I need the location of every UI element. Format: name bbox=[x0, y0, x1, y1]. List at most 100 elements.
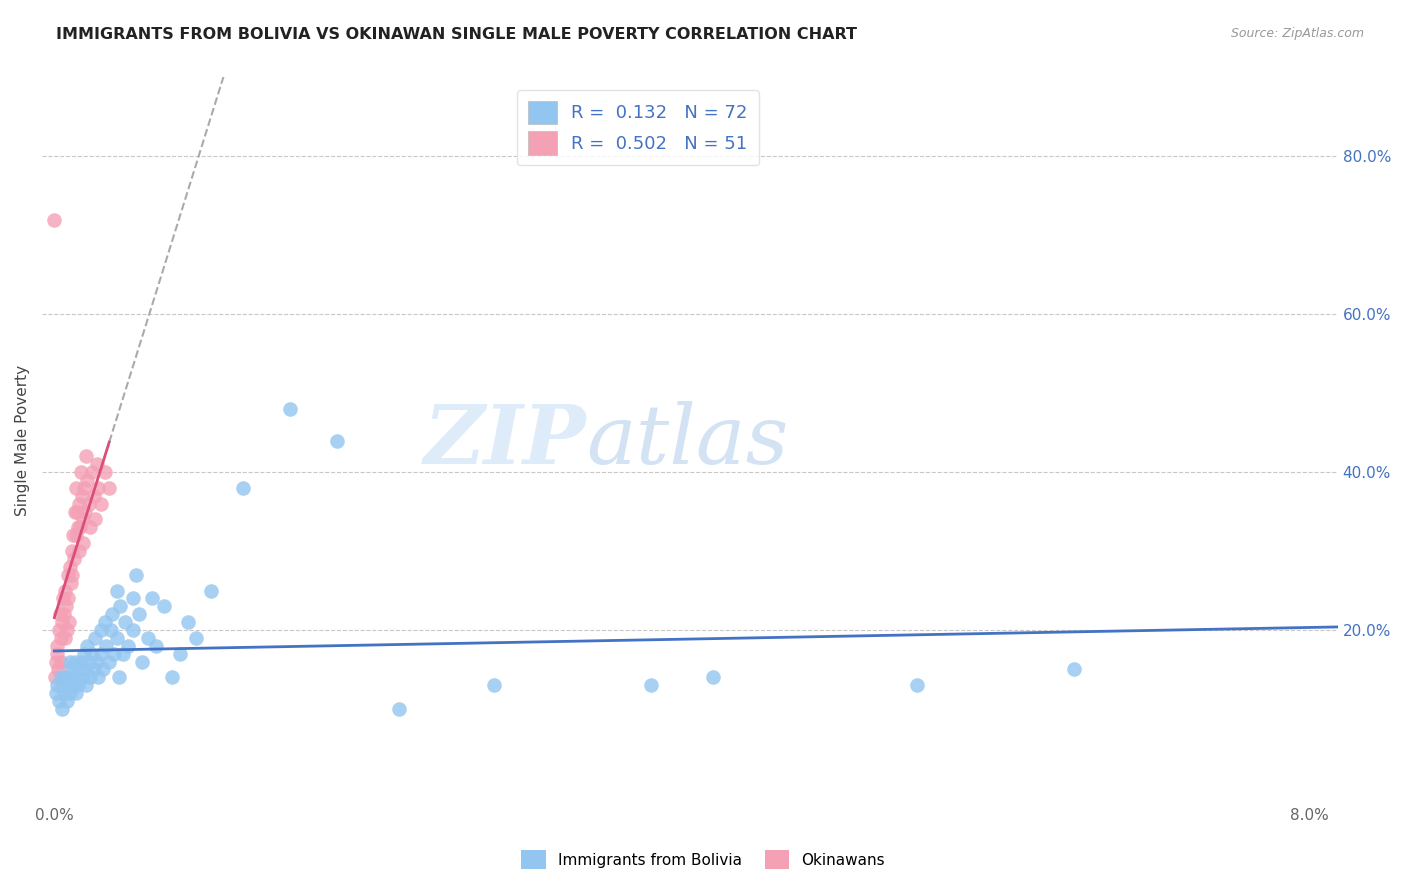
Point bbox=[482, 678, 505, 692]
Point bbox=[145, 639, 167, 653]
Point bbox=[121, 591, 143, 606]
Point bbox=[58, 591, 80, 606]
Point bbox=[141, 591, 163, 606]
Point bbox=[117, 639, 139, 653]
Point bbox=[69, 497, 91, 511]
Point bbox=[128, 607, 150, 622]
Point bbox=[84, 512, 107, 526]
Point bbox=[79, 520, 101, 534]
Point bbox=[640, 678, 662, 692]
Point bbox=[69, 662, 91, 676]
Point bbox=[94, 639, 117, 653]
Point bbox=[107, 670, 129, 684]
Point bbox=[105, 583, 128, 598]
Point bbox=[53, 631, 76, 645]
Point bbox=[702, 670, 724, 684]
Point bbox=[49, 607, 72, 622]
Point bbox=[72, 536, 94, 550]
Point bbox=[59, 575, 82, 590]
Point bbox=[110, 599, 132, 614]
Point bbox=[131, 655, 153, 669]
Point bbox=[184, 631, 207, 645]
Point bbox=[63, 505, 86, 519]
Point bbox=[87, 670, 110, 684]
Text: Source: ZipAtlas.com: Source: ZipAtlas.com bbox=[1230, 27, 1364, 40]
Point bbox=[86, 655, 108, 669]
Point bbox=[49, 670, 72, 684]
Point bbox=[69, 520, 91, 534]
Point bbox=[66, 678, 89, 692]
Point bbox=[55, 599, 77, 614]
Point bbox=[103, 647, 125, 661]
Point bbox=[101, 607, 124, 622]
Point bbox=[49, 631, 72, 645]
Point bbox=[44, 212, 66, 227]
Point bbox=[86, 457, 108, 471]
Point bbox=[59, 686, 82, 700]
Point bbox=[51, 615, 73, 629]
Point bbox=[76, 639, 98, 653]
Point bbox=[58, 678, 80, 692]
Point bbox=[60, 544, 83, 558]
Point bbox=[90, 647, 112, 661]
Point bbox=[59, 559, 82, 574]
Text: ZIP: ZIP bbox=[423, 401, 586, 481]
Point bbox=[91, 662, 114, 676]
Point bbox=[65, 670, 87, 684]
Point bbox=[905, 678, 928, 692]
Point bbox=[90, 497, 112, 511]
Point bbox=[75, 678, 97, 692]
Point bbox=[73, 481, 96, 495]
Point bbox=[63, 655, 86, 669]
Point bbox=[51, 702, 73, 716]
Point bbox=[59, 670, 82, 684]
Point bbox=[45, 655, 67, 669]
Point bbox=[100, 623, 122, 637]
Point bbox=[45, 686, 67, 700]
Point bbox=[66, 505, 89, 519]
Point bbox=[200, 583, 222, 598]
Point bbox=[125, 567, 148, 582]
Point bbox=[62, 528, 84, 542]
Point bbox=[93, 465, 115, 479]
Point bbox=[87, 481, 110, 495]
Point bbox=[83, 489, 105, 503]
Point bbox=[51, 678, 73, 692]
Point bbox=[73, 505, 96, 519]
Point bbox=[52, 686, 75, 700]
Point bbox=[177, 615, 200, 629]
Point bbox=[51, 655, 73, 669]
Point bbox=[62, 678, 84, 692]
Point bbox=[52, 607, 75, 622]
Point bbox=[65, 528, 87, 542]
Point bbox=[79, 670, 101, 684]
Point bbox=[98, 655, 121, 669]
Point bbox=[65, 686, 87, 700]
Legend: R =  0.132   N = 72, R =  0.502   N = 51: R = 0.132 N = 72, R = 0.502 N = 51 bbox=[517, 90, 759, 165]
Point bbox=[46, 662, 69, 676]
Point bbox=[72, 512, 94, 526]
Point bbox=[76, 473, 98, 487]
Point bbox=[84, 631, 107, 645]
Point bbox=[114, 615, 136, 629]
Point bbox=[56, 694, 79, 708]
Point bbox=[105, 631, 128, 645]
Point bbox=[112, 647, 135, 661]
Point bbox=[153, 599, 176, 614]
Point bbox=[326, 434, 349, 448]
Point bbox=[1063, 662, 1085, 676]
Point bbox=[388, 702, 411, 716]
Point bbox=[73, 647, 96, 661]
Point bbox=[160, 670, 183, 684]
Point bbox=[80, 465, 103, 479]
Point bbox=[138, 631, 160, 645]
Point bbox=[58, 615, 80, 629]
Point bbox=[70, 465, 93, 479]
Point bbox=[48, 623, 70, 637]
Text: IMMIGRANTS FROM BOLIVIA VS OKINAWAN SINGLE MALE POVERTY CORRELATION CHART: IMMIGRANTS FROM BOLIVIA VS OKINAWAN SING… bbox=[56, 27, 858, 42]
Point bbox=[46, 678, 69, 692]
Point bbox=[46, 647, 69, 661]
Point bbox=[52, 591, 75, 606]
Point bbox=[75, 450, 97, 464]
Point bbox=[44, 670, 66, 684]
